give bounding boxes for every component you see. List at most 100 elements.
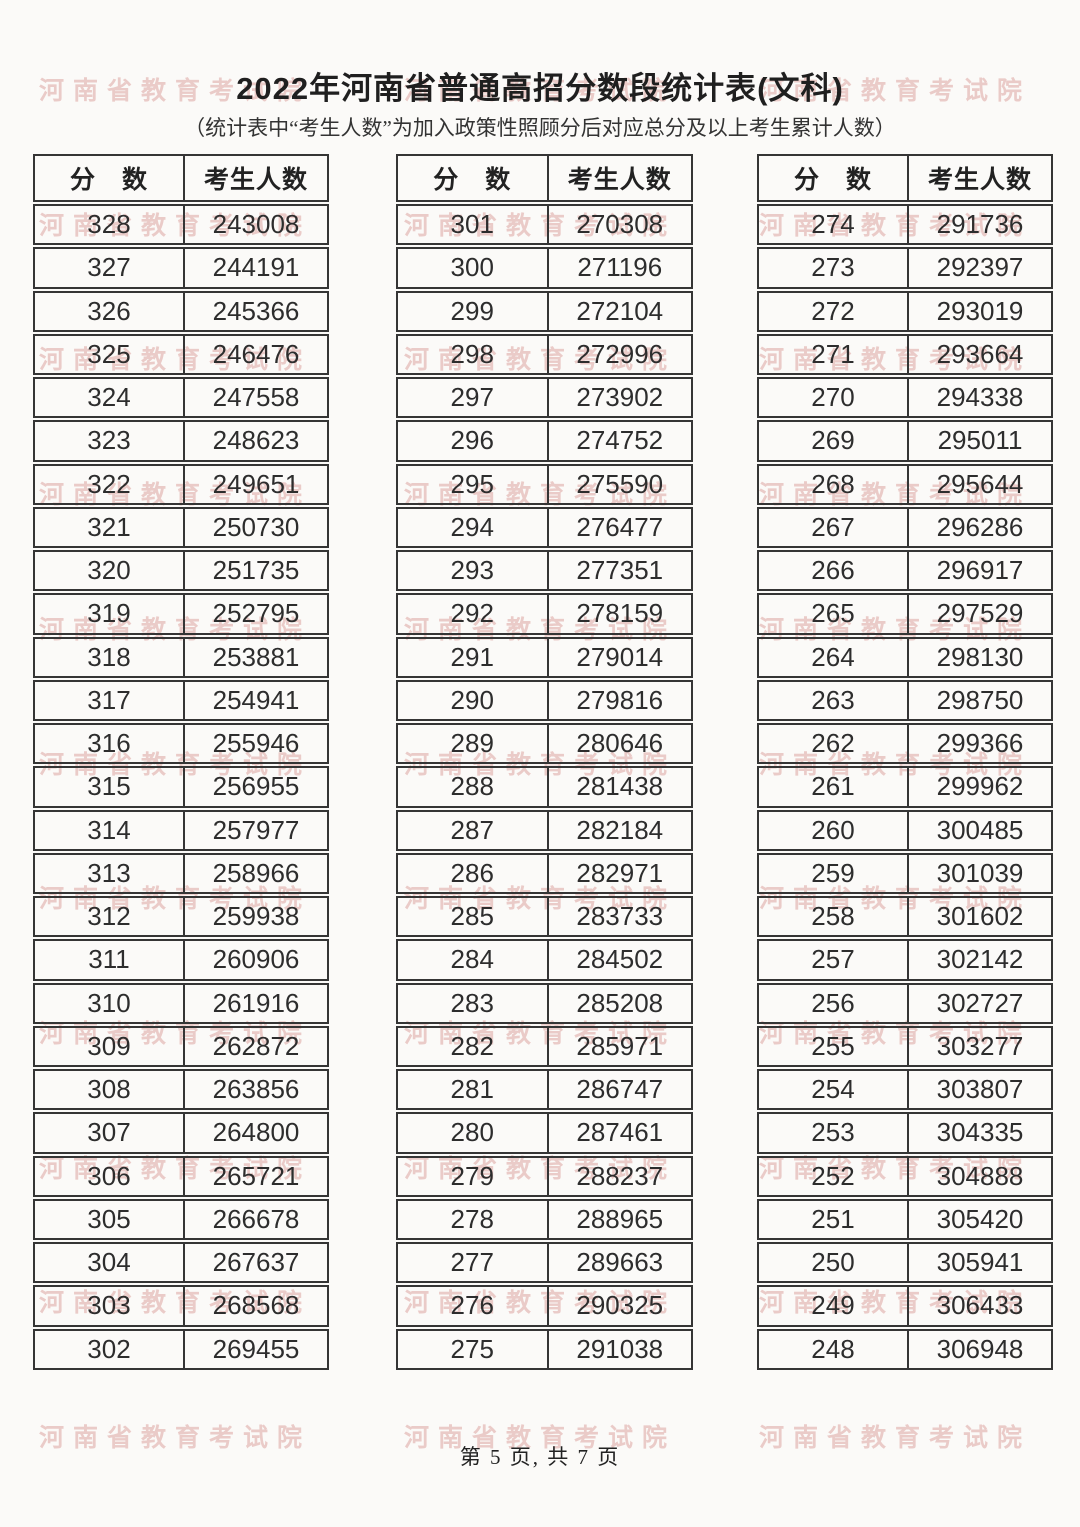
- count-cell: 304335: [908, 1112, 1053, 1154]
- score-cell: 268: [757, 463, 908, 505]
- table-row: 289 280646: [396, 723, 693, 765]
- count-cell: 284502: [547, 939, 693, 981]
- table-row: 278 288965: [396, 1198, 693, 1240]
- table-row: 284 284502: [396, 939, 693, 981]
- table-row: 322 249651: [33, 463, 329, 505]
- count-cell: 287461: [547, 1112, 693, 1154]
- score-cell: 276: [396, 1285, 548, 1327]
- count-cell: 297529: [908, 593, 1053, 635]
- score-cell: 314: [33, 809, 184, 851]
- count-cell: 291038: [547, 1328, 693, 1370]
- count-cell: 305941: [908, 1242, 1053, 1284]
- score-cell: 285: [396, 896, 548, 938]
- count-cell: 292397: [908, 247, 1053, 289]
- table-row: 319 252795: [33, 593, 329, 635]
- count-cell: 300485: [908, 809, 1053, 851]
- score-cell: 320: [33, 550, 184, 592]
- score-cell: 302: [33, 1328, 184, 1370]
- table-row: 305 266678: [33, 1198, 329, 1240]
- count-cell: 259938: [184, 896, 329, 938]
- count-cell: 293664: [908, 333, 1053, 375]
- score-col-header: 分 数: [33, 154, 184, 202]
- table-row: 309 262872: [33, 1025, 329, 1067]
- table-row: 261 299962: [757, 766, 1053, 808]
- count-cell: 275590: [547, 463, 693, 505]
- count-cell: 243008: [184, 204, 329, 246]
- count-cell: 306948: [908, 1328, 1053, 1370]
- table-row: 273 292397: [757, 247, 1053, 289]
- score-cell: 294: [396, 506, 548, 548]
- count-cell: 306433: [908, 1285, 1053, 1327]
- score-cell: 310: [33, 982, 184, 1024]
- count-cell: 291736: [908, 204, 1053, 246]
- count-cell: 280646: [547, 723, 693, 765]
- score-table-middle: 分 数 考生人数 301 270308 300 271196 299 272104 298 2…: [396, 152, 693, 1372]
- count-cell: 298750: [908, 679, 1053, 721]
- count-cell: 265721: [184, 1155, 329, 1197]
- count-cell: 263856: [184, 1069, 329, 1111]
- count-cell: 251735: [184, 550, 329, 592]
- score-cell: 311: [33, 939, 184, 981]
- table-row: 303 268568: [33, 1285, 329, 1327]
- table-row: 296 274752: [396, 420, 693, 462]
- score-cell: 315: [33, 766, 184, 808]
- table-row: 268 295644: [757, 463, 1053, 505]
- count-cell: 262872: [184, 1025, 329, 1067]
- score-cell: 307: [33, 1112, 184, 1154]
- count-cell: 247558: [184, 377, 329, 419]
- score-cell: 313: [33, 852, 184, 894]
- count-cell: 303807: [908, 1069, 1053, 1111]
- score-cell: 277: [396, 1242, 548, 1284]
- count-cell: 269455: [184, 1328, 329, 1370]
- score-cell: 278: [396, 1198, 548, 1240]
- score-cell: 306: [33, 1155, 184, 1197]
- table-row: 252 304888: [757, 1155, 1053, 1197]
- count-cell: 268568: [184, 1285, 329, 1327]
- table-row: 315 256955: [33, 766, 329, 808]
- score-cell: 279: [396, 1155, 548, 1197]
- table-row: 263 298750: [757, 679, 1053, 721]
- table-row: 251 305420: [757, 1198, 1053, 1240]
- table-row: 259 301039: [757, 852, 1053, 894]
- score-cell: 318: [33, 636, 184, 678]
- count-cell: 281438: [547, 766, 693, 808]
- count-cell: 260906: [184, 939, 329, 981]
- table-row: 256 302727: [757, 982, 1053, 1024]
- count-cell: 288237: [547, 1155, 693, 1197]
- count-cell: 270308: [547, 204, 693, 246]
- count-cell: 272996: [547, 333, 693, 375]
- score-cell: 301: [396, 204, 548, 246]
- count-cell: 271196: [547, 247, 693, 289]
- score-cell: 264: [757, 636, 908, 678]
- table-row: 267 296286: [757, 506, 1053, 548]
- score-cell: 283: [396, 982, 548, 1024]
- table-row: 325 246476: [33, 333, 329, 375]
- table-row: 276 290325: [396, 1285, 693, 1327]
- score-cell: 253: [757, 1112, 908, 1154]
- count-cell: 248623: [184, 420, 329, 462]
- score-cell: 327: [33, 247, 184, 289]
- table-row: 304 267637: [33, 1242, 329, 1284]
- score-cell: 254: [757, 1069, 908, 1111]
- count-cell: 301039: [908, 852, 1053, 894]
- count-col-header: 考生人数: [184, 154, 329, 202]
- score-cell: 321: [33, 506, 184, 548]
- score-cell: 309: [33, 1025, 184, 1067]
- score-cell: 272: [757, 290, 908, 332]
- page-title: 2022年河南省普通高招分数段统计表(文科): [236, 71, 844, 106]
- count-cell: 294338: [908, 377, 1053, 419]
- score-cell: 292: [396, 593, 548, 635]
- score-cell: 298: [396, 333, 548, 375]
- table-row: 285 283733: [396, 896, 693, 938]
- score-cell: 290: [396, 679, 548, 721]
- score-cell: 267: [757, 506, 908, 548]
- page-subtitle: （统计表中“考生人数”为加入政策性照顾分后对应总分及以上考生累计人数）: [184, 116, 896, 140]
- table-row: 271 293664: [757, 333, 1053, 375]
- count-cell: 245366: [184, 290, 329, 332]
- score-cell: 289: [396, 723, 548, 765]
- table-row: 298 272996: [396, 333, 693, 375]
- table-row: 320 251735: [33, 550, 329, 592]
- score-cell: 282: [396, 1025, 548, 1067]
- count-col-header: 考生人数: [547, 154, 693, 202]
